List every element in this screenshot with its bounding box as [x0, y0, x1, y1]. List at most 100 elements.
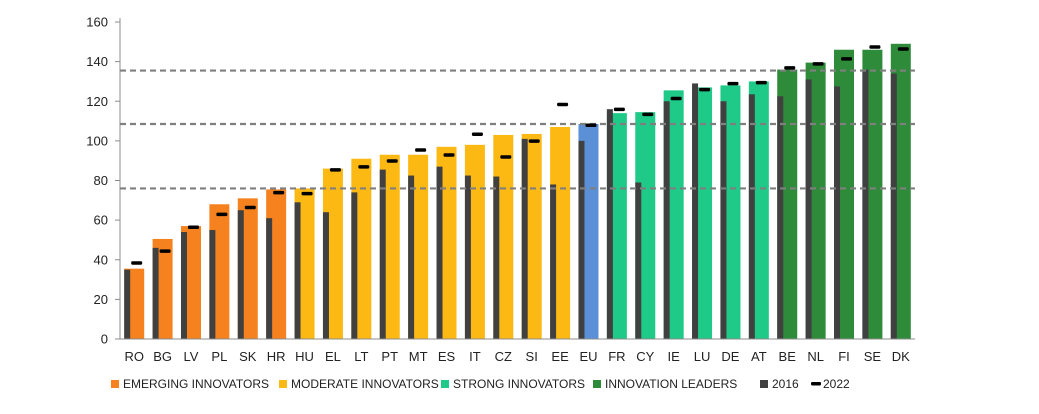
bar-2016-de [720, 101, 727, 339]
bar-2016-hu [294, 202, 301, 339]
legend-swatch-strong [441, 380, 449, 388]
bar-2016-dk [890, 73, 897, 339]
legend-label-strong: STRONG INNOVATORS [453, 377, 585, 391]
y-tick-label: 160 [86, 15, 108, 30]
y-tick-label: 40 [94, 252, 108, 267]
bar-2016-bg [152, 247, 159, 339]
marker-2022-pl [216, 212, 228, 217]
bar-2016-fr [606, 109, 613, 339]
bar-2016-be [777, 96, 784, 339]
marker-2022-mt [415, 148, 427, 152]
x-axis: RO BG LV PL SK HR HU EL LT PT MT ES IT CZ SI EE EU FR CY IE… [120, 338, 915, 364]
x-tick-label: EE [551, 349, 569, 364]
legend-label-y2022: 2022 [823, 377, 850, 391]
x-tick-label: DE [721, 349, 739, 364]
y-axis: 0 20 40 60 80 100 120 140 160 [86, 15, 121, 347]
x-tick-label: FI [838, 349, 850, 364]
legend-label-leader: INNOVATION LEADERS [605, 377, 737, 391]
x-tick-label: MT [409, 349, 428, 364]
x-tick-label: ES [438, 349, 456, 364]
y-tick-label: 0 [101, 332, 108, 347]
reference-lines [120, 69, 915, 190]
legend-swatch-moderate [279, 380, 287, 388]
legend-swatch-emerging [111, 380, 119, 388]
legend-swatch-y2016 [760, 380, 768, 388]
x-tick-label: LT [354, 349, 368, 364]
marker-2022-de [727, 81, 739, 86]
bar-2016-cy [635, 182, 642, 339]
x-tick-label: HU [295, 349, 314, 364]
marker-2022-fi [841, 57, 853, 61]
x-tick-label: SI [526, 349, 538, 364]
marker-2022-si [528, 139, 540, 143]
x-tick-label: NL [807, 349, 824, 364]
marker-2022-pt [386, 159, 398, 163]
legend-label-moderate: MODERATE INNOVATORS [291, 377, 439, 391]
marker-2022-lt [358, 165, 370, 169]
marker-2022-at [755, 80, 767, 85]
marker-2022-it [471, 132, 483, 136]
bar-2016-si [521, 138, 528, 339]
marker-2022-es [443, 153, 455, 157]
bars-2016 [124, 69, 897, 340]
y-tick-label: 100 [86, 133, 108, 148]
bar-2016-ie [663, 101, 670, 339]
x-tick-label: LU [694, 349, 711, 364]
x-tick-label: FR [608, 349, 625, 364]
bar-2016-nl [805, 79, 812, 340]
y-tick-label: 140 [86, 54, 108, 69]
marker-2022-bg [159, 249, 171, 253]
x-tick-label: DK [892, 349, 910, 364]
x-tick-label: AT [751, 349, 767, 364]
y-tick-label: 20 [94, 292, 108, 307]
marker-2022-nl [812, 62, 824, 66]
x-tick-label: EL [325, 349, 341, 364]
bar-2016-eu [578, 140, 585, 339]
marker-2022-lu [699, 87, 711, 92]
x-tick-label: PT [381, 349, 398, 364]
legend-swatch-leader [593, 380, 601, 388]
marker-2022-dk [897, 47, 909, 51]
x-tick-label: SK [239, 349, 257, 364]
x-tick-label: RO [124, 349, 144, 364]
bar-2016-pl [209, 230, 216, 339]
marker-2022-be [784, 66, 796, 70]
x-tick-label: IE [668, 349, 681, 364]
bar-2016-pt [379, 169, 386, 339]
x-tick-label: HR [267, 349, 286, 364]
x-tick-label: PL [211, 349, 227, 364]
marker-2022-ee [557, 102, 569, 107]
legend-label-emerging: EMERGING INNOVATORS [123, 377, 269, 391]
x-tick-label: EU [579, 349, 597, 364]
marker-2022-eu [585, 123, 597, 128]
marker-2022-hr [273, 190, 285, 195]
bar-2016-it [464, 175, 471, 339]
markers-2022 [131, 45, 909, 265]
bar-2016-ee [550, 184, 557, 339]
x-tick-label: SE [864, 349, 882, 364]
x-tick-label: LV [184, 349, 199, 364]
bar-2016-at [748, 94, 755, 339]
marker-2022-cy [642, 112, 654, 117]
bar-2016-se [862, 69, 869, 340]
marker-2022-fr [613, 107, 625, 112]
bar-2016-es [436, 166, 443, 339]
x-tick-label: IT [469, 349, 481, 364]
bar-2016-cz [493, 176, 500, 339]
legend: EMERGING INNOVATORS MODERATE INNOVATORS ST… [111, 377, 850, 391]
bar-2016-hr [266, 218, 273, 339]
bar-2016-lv [180, 232, 187, 339]
y-tick-label: 80 [94, 173, 108, 188]
bar-2016-mt [408, 175, 415, 339]
marker-2022-lv [187, 225, 199, 230]
x-tick-label: CY [636, 349, 654, 364]
marker-2022-se [869, 45, 881, 49]
marker-2022-sk [244, 205, 256, 210]
marker-2022-ie [670, 96, 682, 101]
bar-2016-lt [351, 192, 358, 339]
legend-swatch-y2022 [811, 382, 821, 386]
marker-2022-ro [131, 261, 143, 265]
legend-label-y2016: 2016 [772, 377, 799, 391]
x-tick-label: BE [779, 349, 797, 364]
